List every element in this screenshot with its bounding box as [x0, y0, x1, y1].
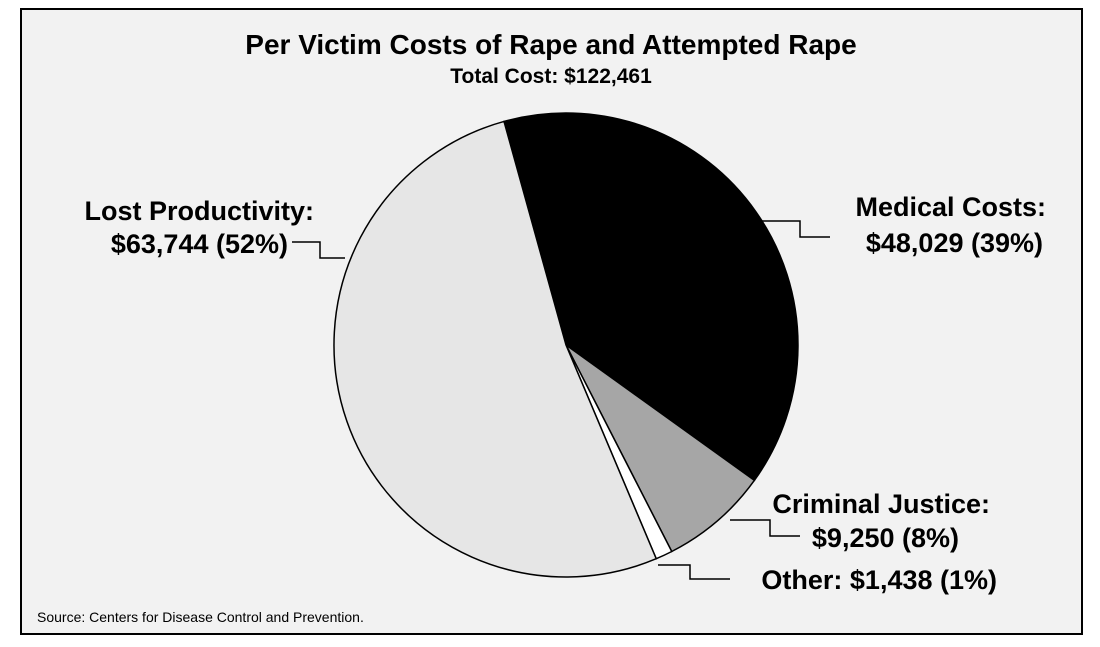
pie-slice-lost-productivity [333, 120, 658, 578]
leader-line-lost-productivity [292, 241, 345, 259]
leader-line-criminal-justice [730, 519, 800, 537]
label-medical-costs-value: $48,029 (39%) [866, 228, 1043, 258]
label-lost-productivity-name: Lost Productivity: [84, 196, 314, 226]
pie-slices [333, 112, 799, 578]
source-note: Source: Centers for Disease Control and … [37, 609, 364, 625]
label-other: Other: $1,438 (1%) [761, 565, 997, 595]
leader-line-other [658, 564, 730, 580]
label-medical-costs-name: Medical Costs: [855, 192, 1046, 222]
leader-line-medical-costs [762, 220, 830, 238]
pie-slice-medical-costs [503, 112, 799, 482]
chart-subtitle: Total Cost: $122,461 [450, 65, 652, 88]
label-criminal-justice-name: Criminal Justice: [772, 489, 990, 519]
chart-title: Per Victim Costs of Rape and Attempted R… [245, 29, 856, 60]
label-criminal-justice-value: $9,250 (8%) [812, 523, 959, 553]
label-lost-productivity-value: $63,744 (52%) [111, 229, 288, 259]
pie-slice-criminal-justice [565, 344, 756, 553]
